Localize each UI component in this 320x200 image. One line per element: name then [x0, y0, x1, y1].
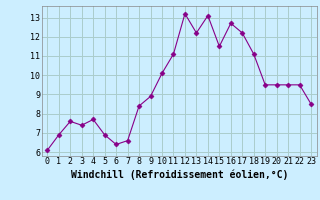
X-axis label: Windchill (Refroidissement éolien,°C): Windchill (Refroidissement éolien,°C)	[70, 169, 288, 180]
